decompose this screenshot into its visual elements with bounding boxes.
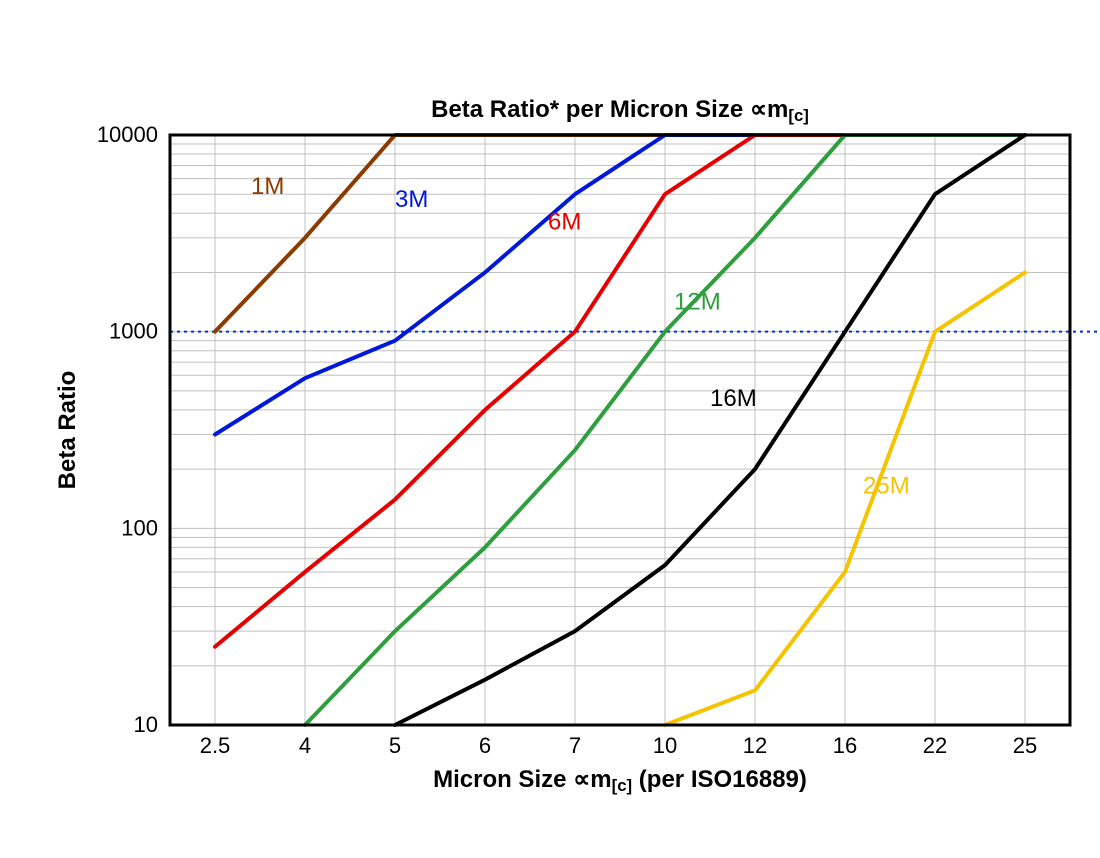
series-label-16m: 16M	[710, 385, 757, 412]
x-tick-label: 12	[743, 733, 767, 758]
x-tick-label: 2.5	[200, 733, 231, 758]
y-axis-title: Beta Ratio	[54, 371, 81, 490]
series-label-3m: 3M	[395, 186, 428, 213]
series-label-1m: 1M	[251, 173, 284, 200]
y-tick-label: 1000	[109, 319, 158, 344]
x-tick-label: 5	[389, 733, 401, 758]
y-tick-label: 10000	[97, 122, 158, 147]
x-tick-label: 7	[569, 733, 581, 758]
chart-title: Beta Ratio* per Micron Size ∝m[c]	[431, 96, 809, 125]
chart-svg: Beta Ratio* per Micron Size ∝m[c] 2.5 4 5 6 7…	[20, 40, 1100, 838]
series-label-6m: 6M	[548, 209, 581, 236]
x-tick-label: 6	[479, 733, 491, 758]
x-tick-label: 25	[1013, 733, 1037, 758]
series-label-12m: 12M	[674, 288, 721, 315]
y-tick-label: 100	[121, 515, 158, 540]
x-tick-label: 10	[653, 733, 677, 758]
x-tick-label: 22	[923, 733, 947, 758]
x-axis-title: Micron Size ∝m[c] (per ISO16889)	[433, 766, 807, 795]
x-tick-label: 4	[299, 733, 311, 758]
x-tick-label: 16	[833, 733, 857, 758]
chart-container: Beta Ratio* per Micron Size ∝m[c] 2.5 4 5 6 7…	[0, 0, 1100, 858]
series-label-25m: 25M	[863, 473, 910, 500]
y-tick-label: 10	[134, 712, 158, 737]
